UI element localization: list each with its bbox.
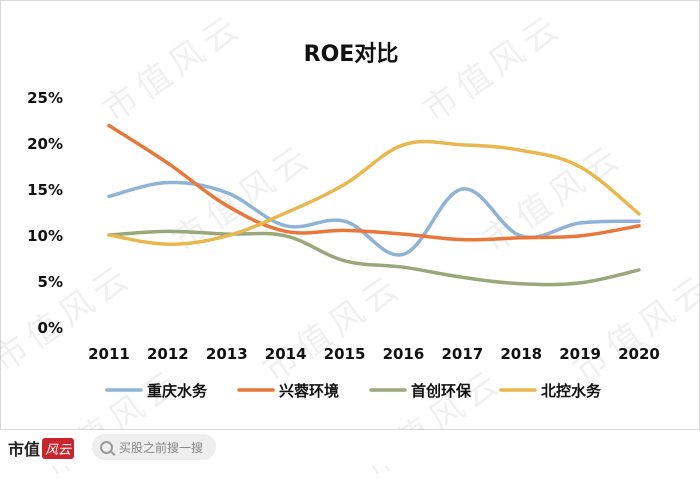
y-tick-label: 5%	[38, 273, 63, 291]
legend-label: 首创环保	[411, 382, 472, 400]
roe-line-chart: ROE对比 0% 5% 10% 15% 20% 25% 2011 2012 2013 2014 2…	[27, 42, 660, 400]
search-placeholder: 买股之前搜一搜	[119, 440, 204, 455]
x-tick-label: 2013	[206, 345, 248, 363]
y-tick-label: 20%	[27, 135, 63, 153]
search-icon	[100, 440, 113, 454]
x-tick-label: 2018	[500, 345, 542, 363]
x-tick-label: 2016	[383, 345, 425, 363]
y-tick-label: 15%	[27, 181, 63, 199]
legend-label: 重庆水务	[147, 382, 208, 400]
chart-title: ROE对比	[304, 42, 399, 67]
x-tick-label: 2012	[147, 345, 189, 363]
legend-label: 兴蓉环境	[279, 382, 339, 400]
y-tick-label: 10%	[27, 227, 63, 245]
y-tick-label: 25%	[27, 89, 63, 107]
brand-name: 市值	[8, 440, 41, 459]
x-tick-label: 2011	[88, 345, 130, 363]
brand-seal: 风云	[42, 437, 75, 459]
brand-logo[interactable]: 市值 风云	[8, 435, 75, 461]
x-tick-label: 2020	[618, 345, 660, 363]
legend-label: 北控水务	[541, 382, 602, 400]
y-tick-label: 0%	[38, 319, 63, 337]
x-tick-label: 2015	[324, 345, 366, 363]
search-box[interactable]: 买股之前搜一搜	[92, 434, 216, 460]
series-line	[107, 180, 641, 257]
series-line	[107, 139, 641, 246]
series-line	[107, 123, 641, 242]
x-tick-label: 2019	[559, 345, 601, 363]
series-line	[107, 229, 641, 287]
x-tick-label: 2017	[441, 345, 483, 363]
x-tick-label: 2014	[265, 345, 307, 363]
footer-bar: 市值 风云 买股之前搜一搜	[0, 430, 700, 466]
